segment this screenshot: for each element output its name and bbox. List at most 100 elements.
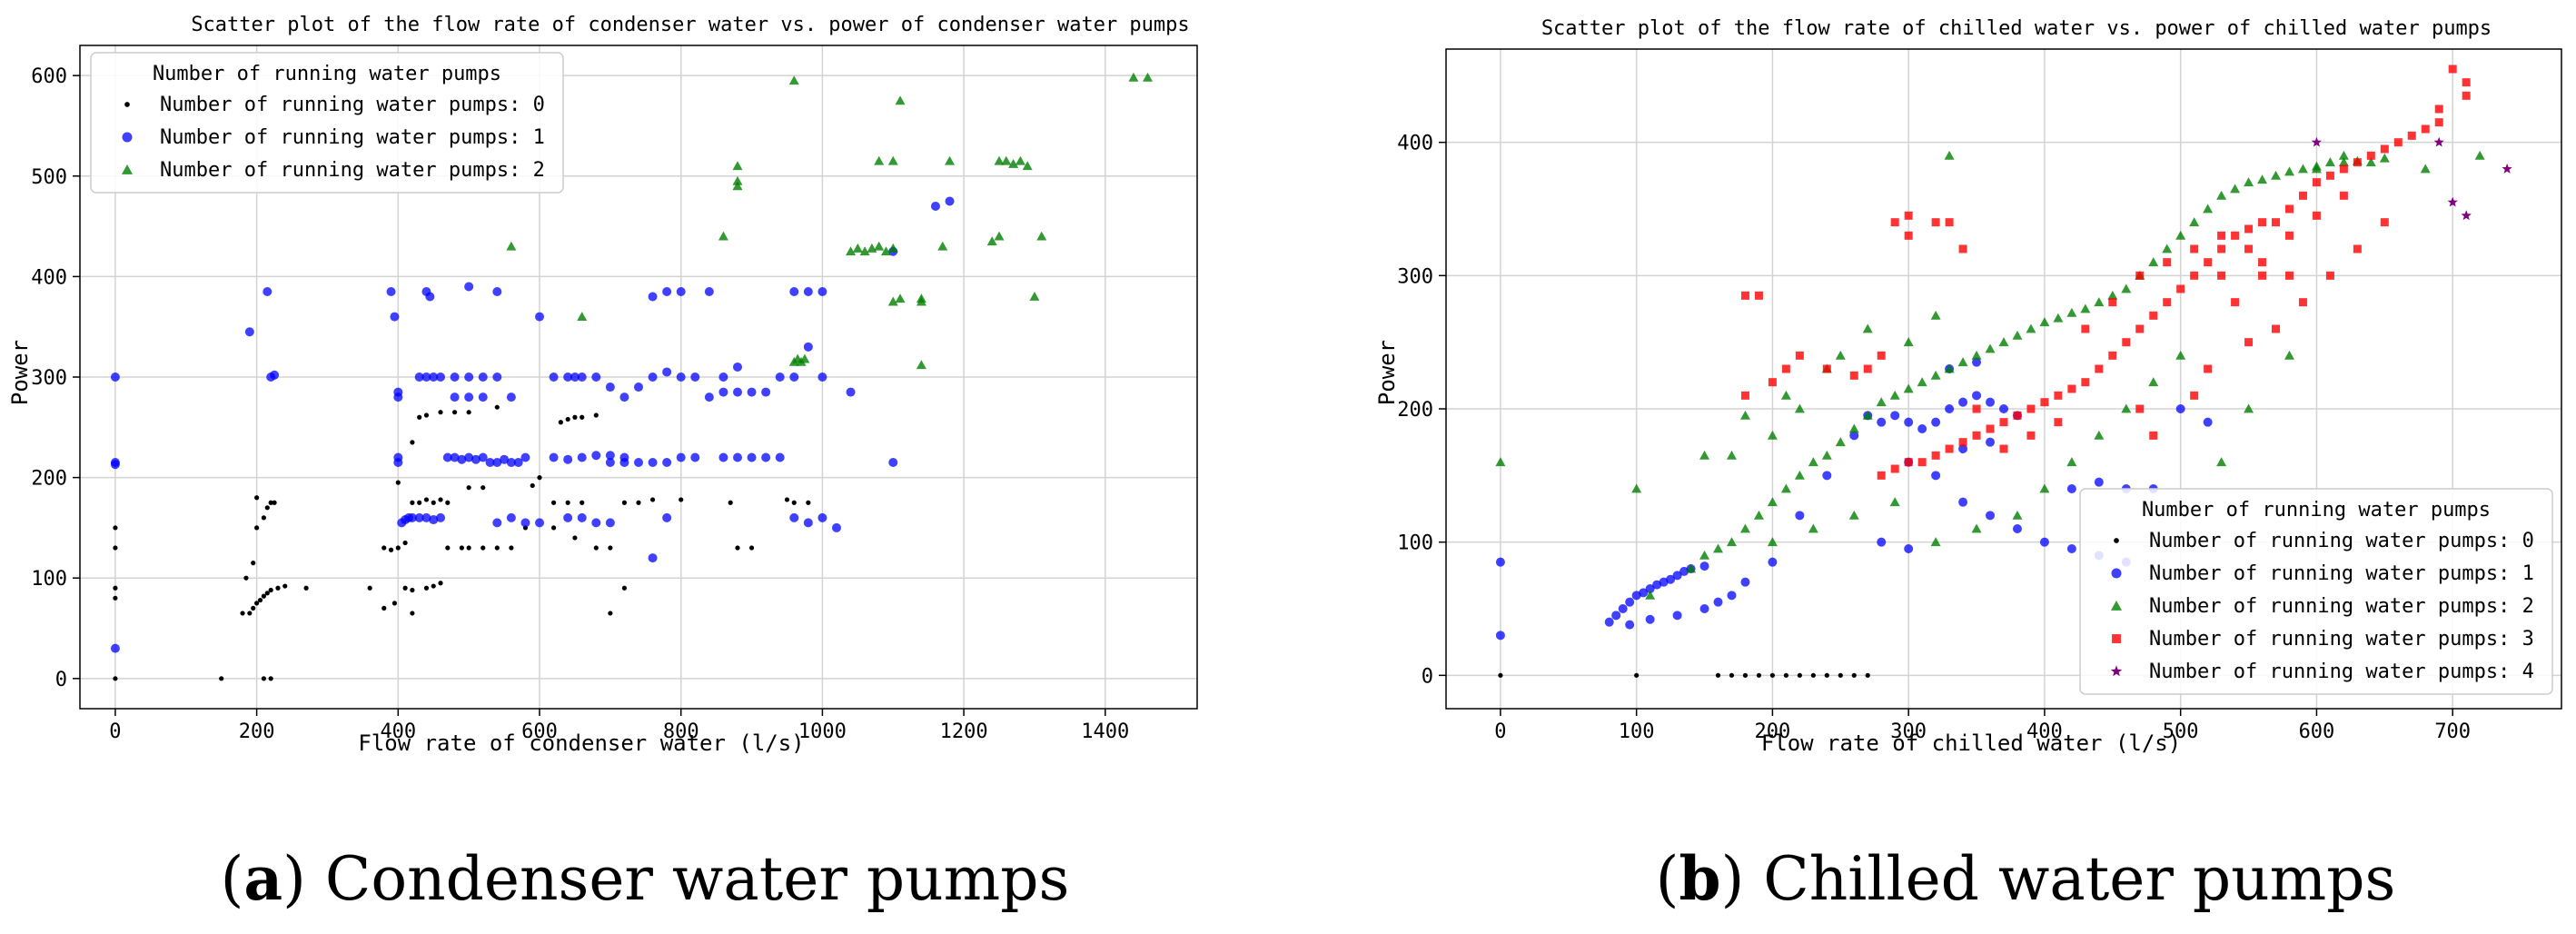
data-point [268, 676, 273, 681]
y-tick-label: 400 [1397, 133, 1433, 155]
data-point [402, 540, 408, 546]
data-point [2258, 271, 2267, 280]
data-point [402, 585, 408, 591]
data-point [2433, 136, 2444, 147]
data-point [718, 373, 728, 382]
data-point [393, 387, 403, 397]
data-point [2284, 350, 2294, 360]
data-point [1877, 471, 1886, 480]
data-point [1890, 464, 1899, 473]
data-point [264, 505, 270, 511]
data-point [2231, 231, 2240, 240]
series-3-points [1740, 65, 2471, 480]
chart-b-ticks: 0 100 200 300 400 500 600 700 0 100 200 300 400 [1397, 133, 2471, 743]
legend-entry: Number of running water pumps: 4 [2149, 661, 2534, 683]
data-point [2420, 164, 2431, 174]
data-point [1822, 364, 1831, 373]
data-point [1036, 231, 1047, 241]
data-point [888, 458, 898, 468]
data-point [1889, 497, 1900, 507]
data-point [2284, 271, 2294, 280]
data-point [718, 452, 728, 462]
chart-b-xlabel: Flow rate of chilled water (l/s) [1761, 730, 2181, 756]
data-point [1931, 451, 1940, 460]
chart-a-points [110, 72, 1154, 681]
data-point [831, 522, 841, 532]
x-tick-label: 800 [663, 720, 699, 743]
legend-title: Number of running water pumps [2142, 499, 2491, 522]
data-point [425, 292, 435, 302]
data-point [1699, 561, 1709, 571]
data-point [282, 583, 288, 589]
series-4-points [2311, 136, 2512, 221]
data-point [648, 458, 658, 468]
data-point [414, 512, 424, 522]
data-point [2325, 271, 2334, 280]
data-point [257, 597, 263, 603]
data-point [2297, 164, 2308, 174]
data-point [662, 512, 672, 522]
chart-a-ylabel: Power [7, 340, 33, 405]
x-tick-label: 0 [1494, 720, 1506, 743]
data-point [1768, 378, 1777, 387]
caption-b: (b) Chilled water pumps [1656, 843, 2396, 914]
chart-b-ylabel: Power [1374, 340, 1400, 405]
data-point [572, 535, 578, 541]
data-point [478, 392, 488, 402]
data-point [1958, 244, 1967, 253]
data-point [2148, 257, 2159, 267]
data-point [846, 387, 856, 397]
data-point [1739, 523, 1750, 533]
data-point [1645, 614, 1655, 624]
data-point [1848, 423, 1859, 433]
data-point [563, 373, 573, 382]
data-point [1999, 444, 2008, 453]
data-point [1008, 159, 1019, 168]
series-2-points [506, 72, 1154, 370]
data-point [2284, 231, 2294, 240]
data-point [2176, 284, 2185, 293]
data-point [391, 601, 398, 606]
data-point [2149, 311, 2158, 320]
data-point [704, 392, 714, 402]
data-point [1972, 357, 1982, 367]
series-0-points [113, 404, 811, 681]
data-point [2203, 417, 2213, 427]
data-point [2380, 144, 2389, 154]
data-point [887, 155, 898, 165]
data-point [1904, 458, 1913, 467]
data-point [1945, 444, 1954, 453]
legend-entry: Number of running water pumps: 2 [160, 159, 545, 182]
data-point [986, 236, 997, 246]
data-point [1958, 497, 1968, 507]
data-point [2272, 324, 2281, 333]
data-point [676, 452, 686, 462]
data-point [2338, 157, 2349, 167]
data-point [445, 545, 451, 551]
data-point [728, 500, 733, 505]
caption-a-close: ) [282, 844, 325, 914]
data-point [429, 515, 439, 525]
data-point [761, 452, 771, 462]
data-point [577, 512, 587, 522]
data-point [1795, 351, 1804, 360]
data-point [1795, 511, 1805, 521]
legend-entry: Number of running water pumps: 2 [2149, 595, 2534, 618]
data-point [261, 593, 267, 599]
data-point [852, 243, 863, 253]
data-point [2039, 483, 2050, 493]
data-point [2190, 271, 2199, 280]
data-point [464, 392, 474, 402]
data-point [2039, 317, 2050, 327]
data-point [605, 451, 615, 461]
y-tick-label: 0 [55, 669, 67, 691]
x-tick-label: 300 [1890, 720, 1927, 743]
data-point [1877, 417, 1887, 427]
data-point [648, 373, 658, 382]
data-point [2353, 244, 2362, 253]
data-point [1958, 438, 1967, 447]
x-tick-label: 1200 [940, 720, 988, 743]
data-point [1986, 397, 1996, 407]
data-point [1753, 510, 1764, 520]
